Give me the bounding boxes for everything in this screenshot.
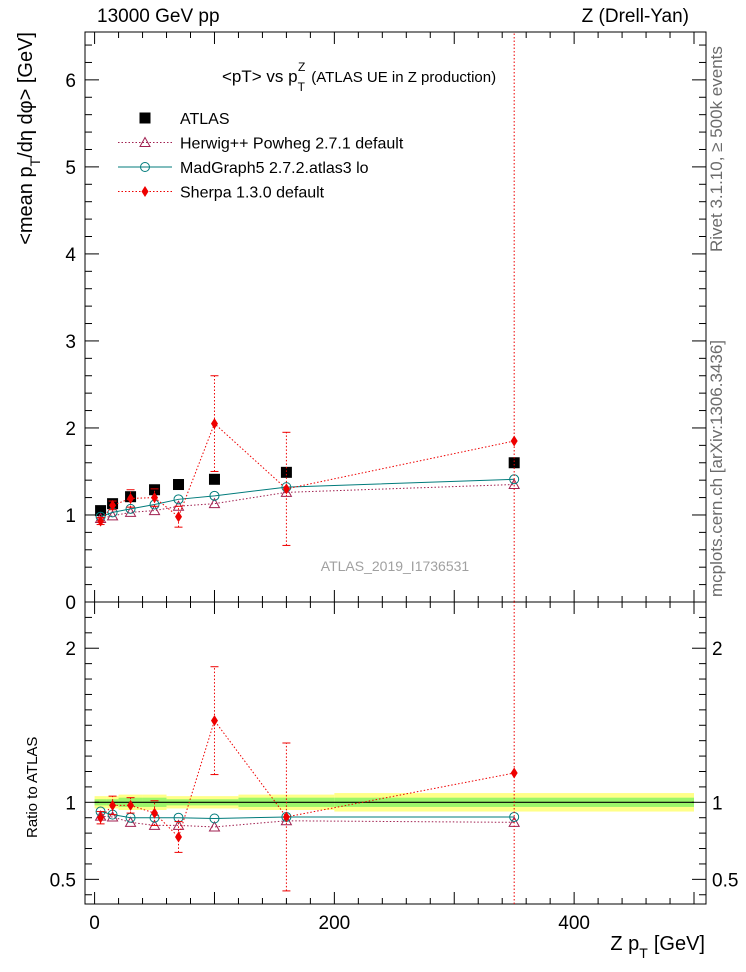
ratio-data-point [97, 812, 105, 824]
data-point [151, 492, 159, 504]
data-point [208, 497, 221, 509]
data-point [173, 479, 185, 491]
data-point [209, 490, 220, 501]
legend-marker [140, 162, 150, 172]
ratio-data-point [175, 831, 183, 843]
ratio-data-marks [94, 602, 521, 904]
data-point [124, 506, 137, 517]
data-point [173, 494, 184, 505]
ratio-data-point [172, 819, 185, 830]
main-panel: 1 2 3 4 5 6 0 [65, 31, 707, 614]
ratio-y-axis-label: Ratio to ATLAS [24, 737, 41, 838]
y-tick-label: 3 [65, 332, 76, 353]
x-axis-label: Z pT [GeV] [610, 933, 705, 961]
legend-label: MadGraph5 2.7.2.atlas3 lo [180, 160, 369, 177]
ratio-data-point [208, 820, 221, 832]
data-point [208, 473, 220, 485]
ratio-series-line [100, 811, 515, 819]
ratio-data-point [209, 813, 220, 824]
ratio-data-point [282, 811, 290, 823]
x-tick-label: 200 [319, 913, 351, 934]
y-tick-label: 4 [65, 245, 76, 266]
data-point [508, 457, 520, 469]
data-point [282, 483, 290, 495]
legend-marker [139, 136, 151, 147]
data-point [106, 509, 119, 521]
x-tick-label: 400 [558, 913, 590, 934]
ratio-data-point [151, 807, 159, 819]
data-point [510, 435, 518, 447]
ratio-y-tick-label-right: 1 [712, 793, 723, 814]
ratio-data-point [127, 799, 135, 811]
x-tick-label: 0 [89, 913, 100, 934]
ratio-frame [84, 601, 707, 905]
legend-label: ATLAS [180, 111, 230, 128]
legend-label: Herwig++ Powheg 2.7.1 default [180, 136, 404, 153]
series-line [100, 422, 515, 522]
main-axis-ticks: 1 2 3 4 5 6 0 [65, 32, 706, 614]
y-tick-label: 6 [65, 71, 76, 92]
legend-marker [141, 186, 149, 197]
data-point [95, 505, 107, 517]
data-point [125, 503, 136, 514]
ratio-axis-ticks: 0 200 400 0.5 0.5 1 1 2 2 [50, 602, 738, 934]
ratio-y-tick-label-right: 2 [712, 639, 723, 660]
legend-marker [139, 112, 151, 124]
mcplots-label: mcplots.cern.ch [arXiv:1306.3436] [707, 339, 726, 597]
ratio-data-point [510, 767, 518, 779]
rivet-label: Rivet 3.1.10, ≥ 500k events [707, 46, 726, 252]
legend: ATLAS Herwig++ Powheg 2.7.1 default MadGra… [118, 111, 404, 202]
main-data-marks [94, 32, 521, 603]
header-left: 13000 GeV pp [97, 6, 220, 27]
y-tick-label: 5 [65, 158, 76, 179]
data-point [127, 492, 135, 504]
data-point [210, 418, 218, 430]
y-tick-label: 2 [65, 419, 76, 440]
data-point [148, 504, 161, 516]
ratio-panel: 0 200 400 0.5 0.5 1 1 2 2 [50, 601, 738, 934]
ratio-data-point [210, 715, 218, 727]
data-point [109, 499, 117, 511]
ratio-y-tick-label: 2 [65, 639, 76, 660]
y-tick-label-zero: 0 [65, 593, 76, 614]
data-point [280, 466, 292, 478]
ratio-data-point [106, 810, 119, 822]
analysis-watermark: ATLAS_2019_I1736531 [321, 558, 470, 574]
chart-title: <pT> vs pTZ(ATLAS UE in Z production) [222, 60, 496, 94]
y-axis-label: <mean pT/dη dφ> [GeV] [15, 32, 43, 245]
data-point [97, 515, 105, 527]
header-right: Z (Drell-Yan) [581, 6, 689, 27]
legend-label: Sherpa 1.3.0 default [180, 185, 325, 202]
ratio-series-line [100, 719, 515, 838]
ratio-data-point [173, 812, 184, 823]
series-line [100, 484, 515, 519]
ratio-y-tick-label-right: 0.5 [712, 870, 738, 891]
series-line [100, 478, 515, 518]
data-point [149, 484, 161, 496]
ratio-y-tick-label: 1 [65, 793, 76, 814]
ratio-y-tick-label: 0.5 [50, 870, 76, 891]
y-tick-label: 1 [65, 506, 76, 527]
data-point [175, 511, 183, 523]
ratio-uncertainty-band [94, 793, 695, 812]
ratio-data-point [109, 799, 117, 811]
ratio-data-point [280, 814, 293, 826]
